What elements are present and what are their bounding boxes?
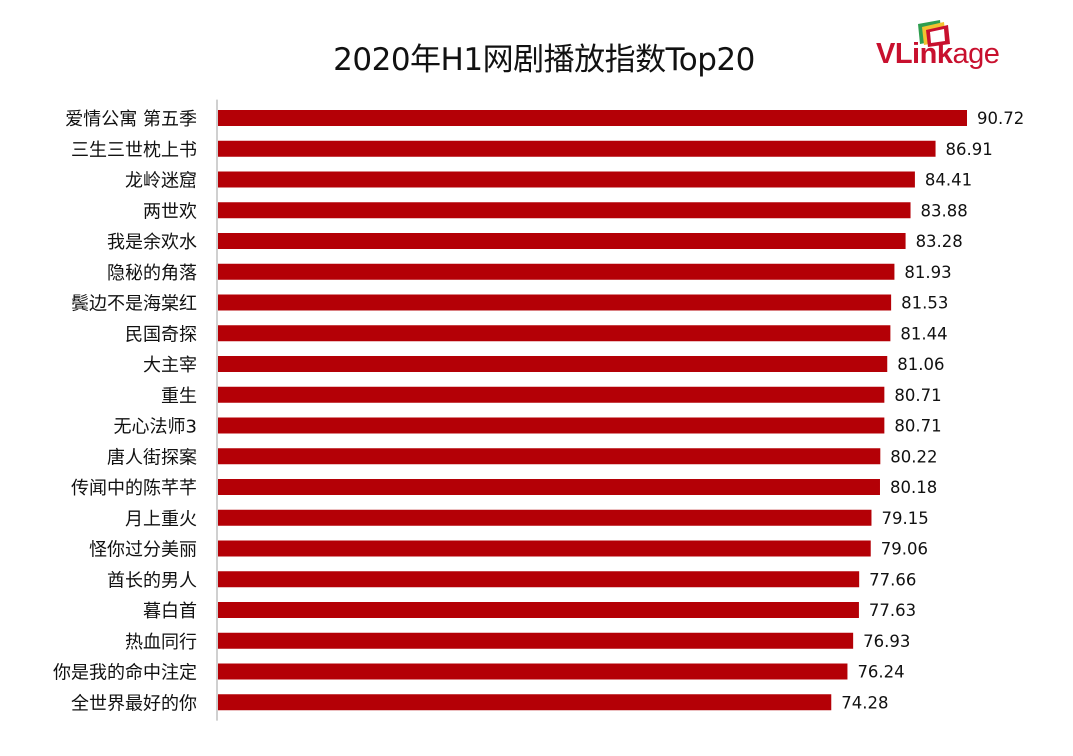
bar: [218, 140, 936, 157]
chart-title: 2020年H1网剧播放指数Top20: [333, 42, 755, 78]
data-label: 81.93: [904, 263, 951, 282]
category-label: 大主宰: [143, 355, 197, 376]
data-label: 80.18: [890, 478, 937, 497]
data-label: 90.72: [977, 109, 1024, 128]
bar: [218, 417, 885, 434]
category-label: 怪你过分美丽: [89, 540, 197, 561]
category-label: 民国奇探: [125, 324, 197, 345]
category-label: 全世界最好的你: [71, 693, 197, 714]
data-label: 76.24: [857, 663, 904, 682]
category-label: 传闻中的陈芊芊: [71, 478, 197, 499]
category-label: 重生: [161, 386, 197, 407]
category-label: 暮白首: [143, 601, 197, 622]
data-label: 83.28: [916, 232, 963, 251]
bar: [218, 448, 881, 465]
data-label: 86.91: [946, 140, 993, 159]
data-label: 80.71: [894, 386, 941, 405]
bar: [218, 386, 885, 403]
bar: [218, 263, 895, 280]
logo-wordmark: VLinkage: [876, 38, 1000, 71]
data-label: 80.71: [894, 417, 941, 436]
bar: [218, 171, 915, 188]
data-label: 80.22: [890, 447, 937, 466]
vlinkage-logo: VLinkage: [876, 18, 1021, 76]
data-label: 76.93: [863, 632, 910, 651]
category-label: 月上重火: [125, 509, 197, 530]
data-label: 81.44: [900, 324, 947, 343]
bar: [218, 632, 854, 649]
bar: [218, 294, 892, 311]
category-label: 热血同行: [125, 632, 197, 653]
category-label: 龙岭迷窟: [125, 171, 197, 192]
data-label: 77.63: [869, 601, 916, 620]
data-label: 84.41: [925, 171, 972, 190]
category-label: 无心法师3: [114, 417, 197, 438]
logo-frames-icon: [918, 20, 950, 47]
logo-wordmark-suffix: age: [952, 38, 1000, 70]
bar: [218, 571, 860, 588]
bar: [218, 540, 871, 557]
category-label: 唐人街探案: [107, 447, 197, 468]
data-label: 81.06: [897, 355, 944, 374]
data-label: 79.15: [881, 509, 928, 528]
bar: [218, 694, 832, 711]
category-label: 鬓边不是海棠红: [71, 293, 197, 315]
category-label: 三生三世枕上书: [71, 140, 197, 161]
bar: [218, 509, 872, 526]
data-label: 81.53: [901, 294, 948, 313]
category-label: 隐秘的角落: [107, 263, 197, 284]
bar: [218, 325, 891, 342]
category-label: 你是我的命中注定: [53, 663, 197, 684]
bar: [218, 663, 848, 680]
bar: [218, 356, 888, 372]
bar: [218, 233, 906, 249]
data-label: 74.28: [841, 693, 888, 712]
category-label: 爱情公寓 第五季: [65, 109, 197, 130]
category-label: 酋长的男人: [107, 570, 197, 591]
category-label: 我是余欢水: [107, 232, 197, 253]
category-label: 两世欢: [143, 201, 197, 222]
data-label: 77.66: [869, 570, 916, 589]
data-label: 79.06: [881, 540, 928, 559]
data-label: 83.88: [921, 201, 968, 220]
bar: [218, 479, 880, 495]
logo-wordmark-prefix: VLink: [876, 38, 953, 70]
bar: [218, 110, 967, 126]
bar: [218, 602, 859, 618]
bar: [218, 202, 911, 219]
